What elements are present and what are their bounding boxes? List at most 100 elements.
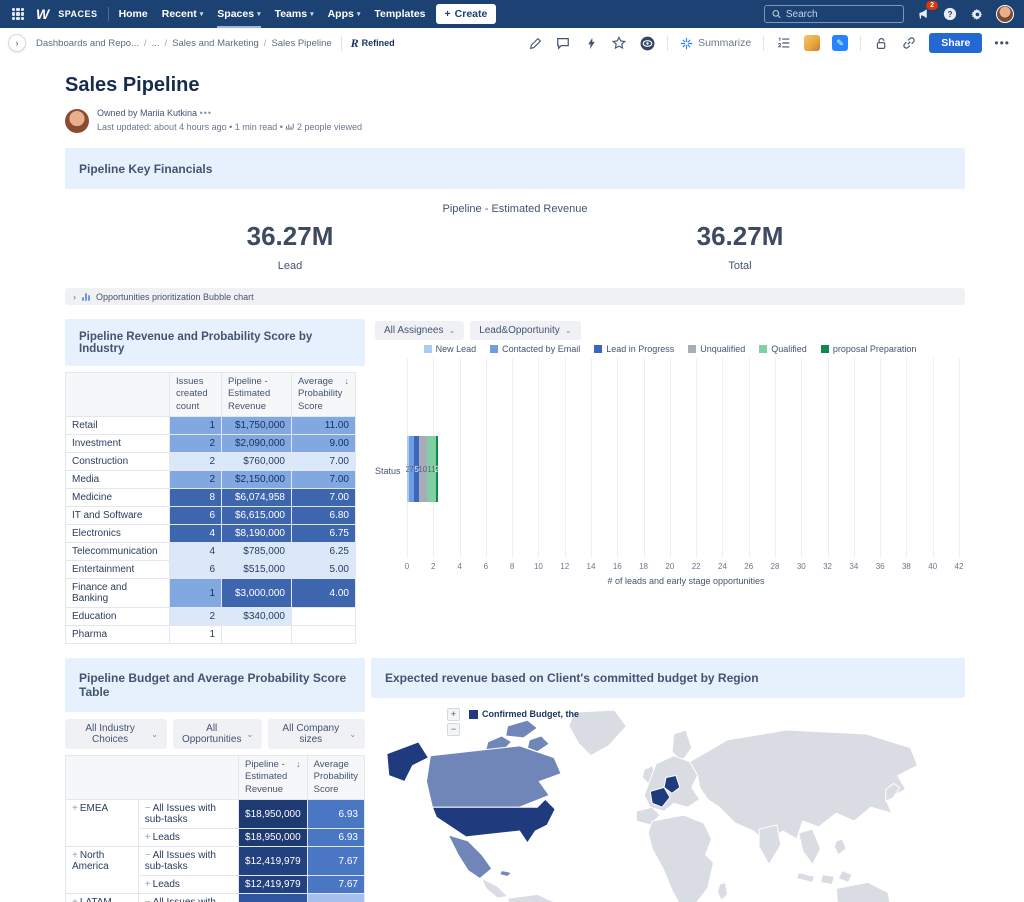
col-avg-probability[interactable]: ↓Average Probability Score — [292, 373, 356, 417]
app-edit-shortcut-icon[interactable] — [832, 35, 848, 51]
create-button[interactable]: + Create — [436, 4, 497, 24]
bar-segment-unqualified[interactable]: 10 — [419, 436, 427, 502]
region-cell[interactable]: +EMEA — [66, 800, 139, 847]
estimated-revenue-title: Pipeline - Estimated Revenue — [65, 203, 965, 215]
industry-name: Finance and Banking — [66, 579, 170, 608]
help-icon[interactable]: ? — [942, 6, 958, 22]
global-search[interactable] — [764, 5, 904, 23]
nav-item-templates[interactable]: Templates — [374, 2, 425, 26]
scope-cell[interactable]: +Leads — [138, 829, 238, 847]
filter-all-opportunities[interactable]: All Opportunities⌄ — [173, 719, 262, 749]
edit-icon[interactable] — [527, 35, 543, 51]
notifications-icon[interactable]: 2 — [915, 6, 931, 22]
nav-item-home[interactable]: Home — [119, 2, 148, 26]
chevron-down-icon: ▾ — [257, 10, 261, 18]
industry-name: Telecommunication — [66, 543, 170, 561]
search-input[interactable] — [786, 9, 896, 20]
table-row: Retail1$1,750,00011.00 — [66, 417, 356, 435]
nav-item-spaces[interactable]: Spaces▾ — [217, 2, 260, 26]
nav-item-apps[interactable]: Apps▾ — [328, 2, 361, 26]
x-tick-label: 8 — [510, 562, 514, 571]
star-icon[interactable] — [611, 35, 627, 51]
gridline — [538, 358, 539, 558]
industry-value-cell: $2,150,000 — [222, 471, 292, 489]
updated-line[interactable]: Last updated: about 4 hours ago — [97, 122, 227, 132]
nav-item-recent[interactable]: Recent▾ — [162, 2, 204, 26]
user-avatar[interactable] — [996, 5, 1014, 23]
industry-value-cell: 6 — [170, 507, 222, 525]
breadcrumb-item[interactable]: ... — [152, 38, 160, 49]
settings-gear-icon[interactable] — [969, 6, 985, 22]
sparkle-icon — [680, 37, 693, 50]
col-issues-created[interactable]: Issues created count — [170, 373, 222, 417]
owner-line[interactable]: Owned by Mariia Kutkina — [97, 108, 197, 118]
automation-lightning-icon[interactable] — [583, 35, 599, 51]
summarize-button[interactable]: Summarize — [680, 37, 751, 50]
industry-name: Investment — [66, 435, 170, 453]
table-row: Entertainment6$515,0005.00 — [66, 561, 356, 579]
breadcrumb-item[interactable]: Sales Pipeline — [271, 38, 331, 49]
refined-badge[interactable]: RRefined — [341, 36, 395, 51]
people-viewed[interactable]: 2 people viewed — [297, 122, 362, 132]
workspace-logo-icon[interactable]: W — [36, 6, 48, 22]
col-estimated-revenue[interactable]: Pipeline - Estimated Revenue — [222, 373, 292, 417]
unlock-icon[interactable] — [873, 35, 889, 51]
filter-all-company-sizes[interactable]: All Company sizes⌄ — [268, 719, 365, 749]
gridline — [906, 358, 907, 558]
map-zoom-in-button[interactable]: + — [447, 708, 460, 721]
industry-name: Education — [66, 608, 170, 626]
map-indonesia — [797, 871, 852, 885]
watching-eye-icon[interactable] — [639, 35, 655, 51]
link-icon[interactable] — [901, 35, 917, 51]
col-budget-score[interactable]: Average Probability Score — [307, 756, 364, 800]
revenue-cell: $12,419,979 — [239, 847, 308, 876]
numbered-list-icon[interactable] — [776, 35, 792, 51]
industry-name: IT and Software — [66, 507, 170, 525]
filter-all-assignees[interactable]: All Assignees⌄ — [375, 321, 464, 340]
x-tick-label: 12 — [560, 562, 569, 571]
gridline — [565, 358, 566, 558]
breadcrumb-item[interactable]: Dashboards and Repo... — [36, 38, 139, 49]
scope-cell[interactable]: −All Issues with sub-tasks — [138, 894, 238, 902]
industry-name: Retail — [66, 417, 170, 435]
score-cell: 7.67 — [307, 847, 364, 876]
app-shortcut-icon[interactable] — [804, 35, 820, 51]
map-india — [759, 825, 781, 865]
x-tick-label: 34 — [849, 562, 858, 571]
collapsed-bubble-chart-section[interactable]: › Opportunities prioritization Bubble ch… — [65, 288, 965, 305]
comment-icon[interactable] — [555, 35, 571, 51]
col-budget-revenue[interactable]: ↓Pipeline - Estimated Revenue — [239, 756, 308, 800]
filter-lead-opportunity[interactable]: Lead&Opportunity⌄ — [470, 321, 580, 340]
more-actions-button[interactable]: ••• — [994, 36, 1010, 50]
gridline — [775, 358, 776, 558]
chevron-down-icon: ⌄ — [349, 730, 356, 739]
region-cell[interactable]: +LATAM — [66, 894, 139, 902]
industry-name: Medicine — [66, 489, 170, 507]
industry-value-cell: $6,615,000 — [222, 507, 292, 525]
scope-cell[interactable]: −All Issues with sub-tasks — [138, 800, 238, 829]
sort-desc-icon: ↓ — [345, 376, 350, 388]
owner-more-icon[interactable]: ••• — [200, 108, 212, 118]
budget-table: ↓Pipeline - Estimated Revenue Average Pr… — [65, 755, 365, 902]
app-switcher-icon[interactable] — [10, 6, 26, 22]
owner-avatar[interactable] — [65, 109, 89, 133]
x-tick-label: 28 — [771, 562, 780, 571]
scope-cell[interactable]: +Leads — [138, 876, 238, 894]
scope-cell[interactable]: −All Issues with sub-tasks — [138, 847, 238, 876]
legend-swatch — [821, 345, 829, 353]
breadcrumb-item[interactable]: Sales and Marketing — [172, 38, 259, 49]
table-row: Investment2$2,090,0009.00 — [66, 435, 356, 453]
chart-ylabel: Status — [375, 466, 401, 476]
nav-item-teams[interactable]: Teams▾ — [275, 2, 314, 26]
bar-segment-proposal-preparation[interactable]: 2 — [436, 436, 438, 502]
expand-sidebar-button[interactable]: › — [8, 34, 26, 52]
industry-value-cell: 5.00 — [292, 561, 356, 579]
x-tick-label: 16 — [613, 562, 622, 571]
map-zoom-out-button[interactable]: − — [447, 723, 460, 736]
share-button[interactable]: Share — [929, 33, 982, 53]
revenue-cell: $18,950,000 — [239, 800, 308, 829]
industry-value-cell — [292, 626, 356, 644]
region-cell[interactable]: +North America — [66, 847, 139, 894]
table-row: Construction2$760,0007.00 — [66, 453, 356, 471]
filter-all-industry-choices[interactable]: All Industry Choices⌄ — [65, 719, 167, 749]
